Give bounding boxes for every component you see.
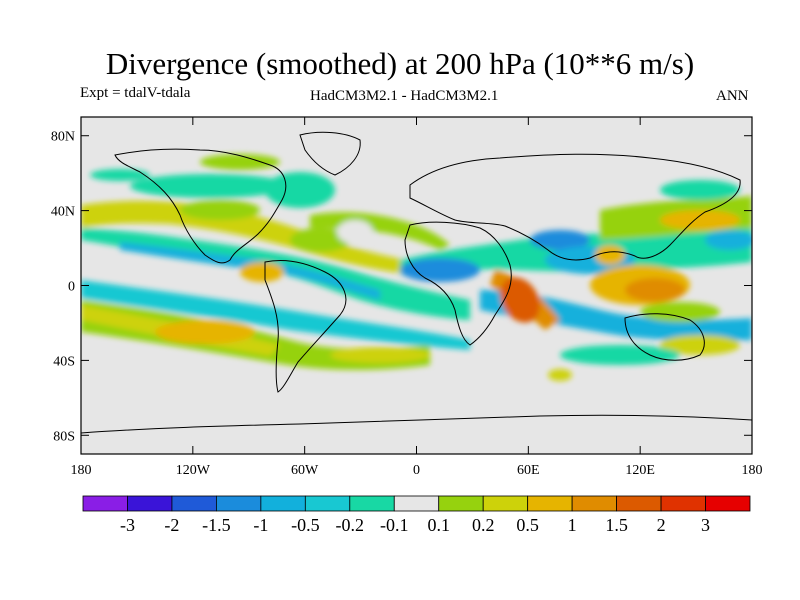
lon-tick-label: 180 [71, 463, 92, 478]
field-region [500, 277, 540, 323]
field-region [200, 154, 280, 170]
lat-tick-label: 80S [53, 429, 75, 444]
lon-tick-label: 60W [291, 463, 319, 478]
lon-tick-label: 0 [413, 463, 420, 478]
lat-tick-label: 0 [68, 280, 75, 295]
lon-tick-label: 60E [517, 463, 540, 478]
coastline-greenland [299, 131, 361, 176]
lat-tick-label: 40N [51, 205, 75, 220]
field-region [660, 335, 740, 355]
field-region [290, 228, 350, 252]
field-region [240, 262, 284, 282]
lat-tick-label: 80N [51, 130, 75, 145]
experiment-label: Expt = tdalV-tdala [80, 85, 191, 101]
coastline-eurasia [409, 153, 741, 261]
coastline-south-america [264, 259, 347, 393]
field-region [660, 210, 740, 230]
field-region [81, 200, 420, 275]
field-region [660, 180, 740, 200]
colorbar-swatch [260, 495, 306, 512]
field-region [310, 212, 450, 250]
colorbar-level-label: 1 [568, 515, 577, 535]
colorbar-swatch [438, 495, 484, 512]
colorbar-swatch [82, 495, 128, 512]
lon-tick-label: 120W [176, 463, 211, 478]
axis-ticks: 80N 40N 0 40S 80S 180 120W 60W 0 60E 120E 180 [51, 117, 763, 478]
field-region [130, 174, 290, 198]
lat-tick-label: 40S [53, 354, 75, 369]
coastline-antarctica [81, 414, 752, 434]
season-label: ANN [716, 88, 749, 104]
field-region [530, 230, 590, 250]
colorbar-level-label: 0.5 [516, 515, 539, 535]
lon-tick-label: 120E [625, 463, 655, 478]
field-region [595, 245, 625, 265]
field-region [81, 280, 470, 350]
colorbar-swatch [393, 495, 440, 512]
colorbar-level-label: -0.5 [291, 515, 320, 535]
colorbar-level-label: -0.2 [336, 515, 365, 535]
field-region [705, 230, 752, 250]
colorbar-swatch [171, 495, 217, 512]
field-region [180, 200, 260, 220]
colorbar-level-label: 0.2 [472, 515, 495, 535]
field-region [337, 220, 373, 244]
colorbar-level-label: 3 [701, 515, 710, 535]
colorbar-level-label: -0.1 [380, 515, 409, 535]
coastline-africa [404, 221, 512, 346]
coastline-north-america [114, 148, 287, 264]
colorbar-swatch [304, 495, 351, 512]
colorbar-swatch [571, 495, 618, 512]
lon-tick-label: 180 [742, 463, 763, 478]
field-region [330, 347, 430, 363]
colorbar-swatch [482, 495, 529, 512]
colorbar-level-label: -2 [164, 515, 179, 535]
colorbar-swatch [616, 495, 662, 512]
colorbar-swatch [215, 495, 262, 512]
field-region [560, 345, 680, 365]
colorbar-swatch [527, 495, 573, 512]
field-region [625, 278, 685, 302]
field-region [120, 242, 380, 300]
coastline-australia [624, 313, 705, 361]
field-region [155, 320, 255, 344]
colorbar-swatch [349, 495, 395, 512]
colorbar-swatch [660, 495, 706, 512]
colorbar-level-label: -1 [253, 515, 268, 535]
colorbar-level-label: 2 [657, 515, 666, 535]
model-label: HadCM3M2.1 - HadCM3M2.1 [310, 88, 499, 104]
colorbar-level-label: 1.5 [605, 515, 628, 535]
field-region [90, 169, 150, 181]
colorbar-swatch [127, 495, 173, 512]
field-region [480, 290, 752, 341]
chart-title: Divergence (smoothed) at 200 hPa (10**6 … [105, 46, 695, 81]
colorbar: -3 -2 -1.5 -1 -0.5 -0.2 -0.1 0.1 0.2 0.5 1 1.5 2 3 [82, 495, 751, 535]
colorbar-level-label: -1.5 [202, 515, 231, 535]
colorbar-level-label: -3 [120, 515, 135, 535]
field-region [265, 172, 335, 208]
field-region [548, 369, 572, 381]
field-region [640, 302, 720, 322]
colorbar-swatch [705, 495, 751, 512]
coastlines [81, 131, 752, 434]
divergence-field [81, 154, 752, 381]
field-region [400, 258, 480, 282]
colorbar-level-label: 0.1 [427, 515, 450, 535]
